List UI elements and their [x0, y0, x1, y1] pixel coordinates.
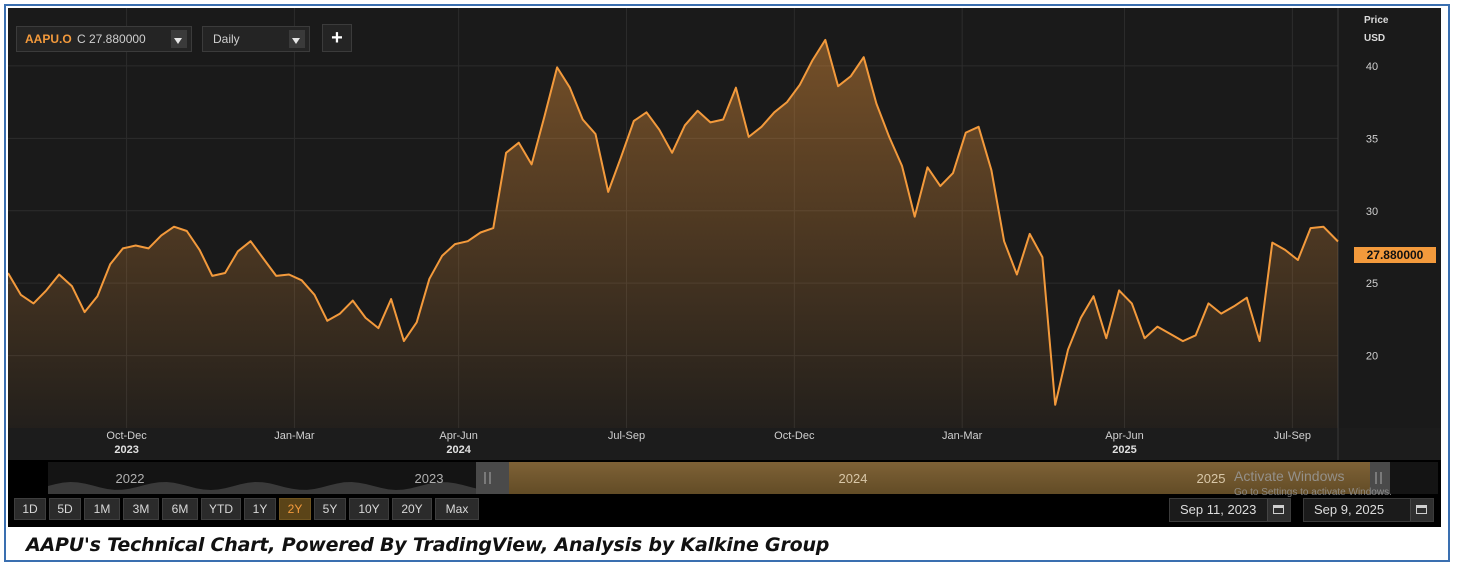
y-tick-label: 25: [1366, 278, 1378, 290]
x-tick-label: Oct-Dec: [106, 430, 147, 442]
range-button-10y[interactable]: 10Y: [349, 498, 389, 520]
x-tick-label: Jan-Mar: [942, 430, 983, 442]
instrument-code: AAPU.O: [25, 32, 72, 46]
navigator-left-handle[interactable]: [476, 462, 509, 494]
dropdown-arrow-icon: [289, 30, 305, 48]
x-tick-label: Apr-Jun: [439, 430, 478, 442]
navigator-year-label: 2024: [839, 471, 868, 486]
navigator-year-label: 2022: [116, 471, 145, 486]
axis-band: [8, 428, 1441, 460]
dropdown-arrow-icon: [171, 30, 187, 48]
range-button-20y[interactable]: 20Y: [392, 498, 432, 520]
year-label: 2025: [1112, 444, 1136, 456]
range-button-5y[interactable]: 5Y: [314, 498, 346, 520]
price-chart: Oct-Dec Jan-Mar Apr-Jun Jul-Sep Oct-Dec Jan-M…: [8, 8, 1441, 494]
range-button-max[interactable]: Max: [435, 498, 479, 520]
figure-caption: AAPU's Technical Chart, Powered By Tradi…: [26, 534, 830, 556]
navigator-selection[interactable]: [509, 462, 1370, 494]
range-button-5d[interactable]: 5D: [49, 498, 81, 520]
price-area-fill: [8, 39, 1338, 429]
end-date-text: Sep 9, 2025: [1314, 502, 1385, 517]
x-tick-label: Oct-Dec: [774, 430, 815, 442]
start-date-text: Sep 11, 2023: [1180, 502, 1257, 517]
interval-label: Daily: [213, 32, 240, 46]
close-price-label: C 27.880000: [77, 32, 146, 46]
x-tick-label: Jul-Sep: [608, 430, 645, 442]
price-axis-title: Price: [1364, 15, 1389, 26]
navigator-year-label: 2023: [415, 471, 444, 486]
end-date-field[interactable]: Sep 9, 2025: [1303, 498, 1434, 522]
add-series-button[interactable]: +: [322, 24, 352, 52]
y-tick-label: 35: [1366, 133, 1378, 145]
navigator-right-handle[interactable]: [1370, 462, 1390, 494]
current-price-tag: 27.880000: [1354, 247, 1436, 263]
x-tick-label: Jan-Mar: [274, 430, 315, 442]
activate-windows-subtitle: Go to Settings to activate Windows.: [1234, 487, 1392, 498]
price-axis-unit: USD: [1364, 33, 1386, 44]
x-tick-label: Jul-Sep: [1274, 430, 1311, 442]
year-label: 2024: [446, 444, 471, 456]
range-button-1y[interactable]: 1Y: [244, 498, 276, 520]
instrument-selector[interactable]: AAPU.O C 27.880000: [16, 26, 192, 52]
interval-dropdown[interactable]: Daily: [202, 26, 310, 52]
x-tick-label: Apr-Jun: [1105, 430, 1144, 442]
activate-windows-watermark: Activate Windows: [1234, 468, 1345, 484]
navigator-history: [48, 482, 492, 494]
navigator-year-label: 2025: [1197, 471, 1226, 486]
calendar-icon[interactable]: [1410, 499, 1433, 521]
range-button-3m[interactable]: 3M: [123, 498, 159, 520]
range-button-6m[interactable]: 6M: [162, 498, 198, 520]
year-label: 2023: [114, 444, 138, 456]
start-date-field[interactable]: Sep 11, 2023: [1169, 498, 1291, 522]
range-button-1d[interactable]: 1D: [14, 498, 46, 520]
range-button-ytd[interactable]: YTD: [201, 498, 241, 520]
calendar-icon[interactable]: [1267, 499, 1290, 521]
y-tick-label: 30: [1366, 206, 1378, 218]
price-line: [8, 38, 1339, 406]
range-button-1m[interactable]: 1M: [84, 498, 120, 520]
range-button-2y[interactable]: 2Y: [279, 498, 311, 520]
y-tick-label: 20: [1366, 351, 1378, 363]
y-tick-label: 40: [1366, 61, 1378, 73]
chart-panel: Oct-Dec Jan-Mar Apr-Jun Jul-Sep Oct-Dec Jan-M…: [8, 8, 1441, 527]
